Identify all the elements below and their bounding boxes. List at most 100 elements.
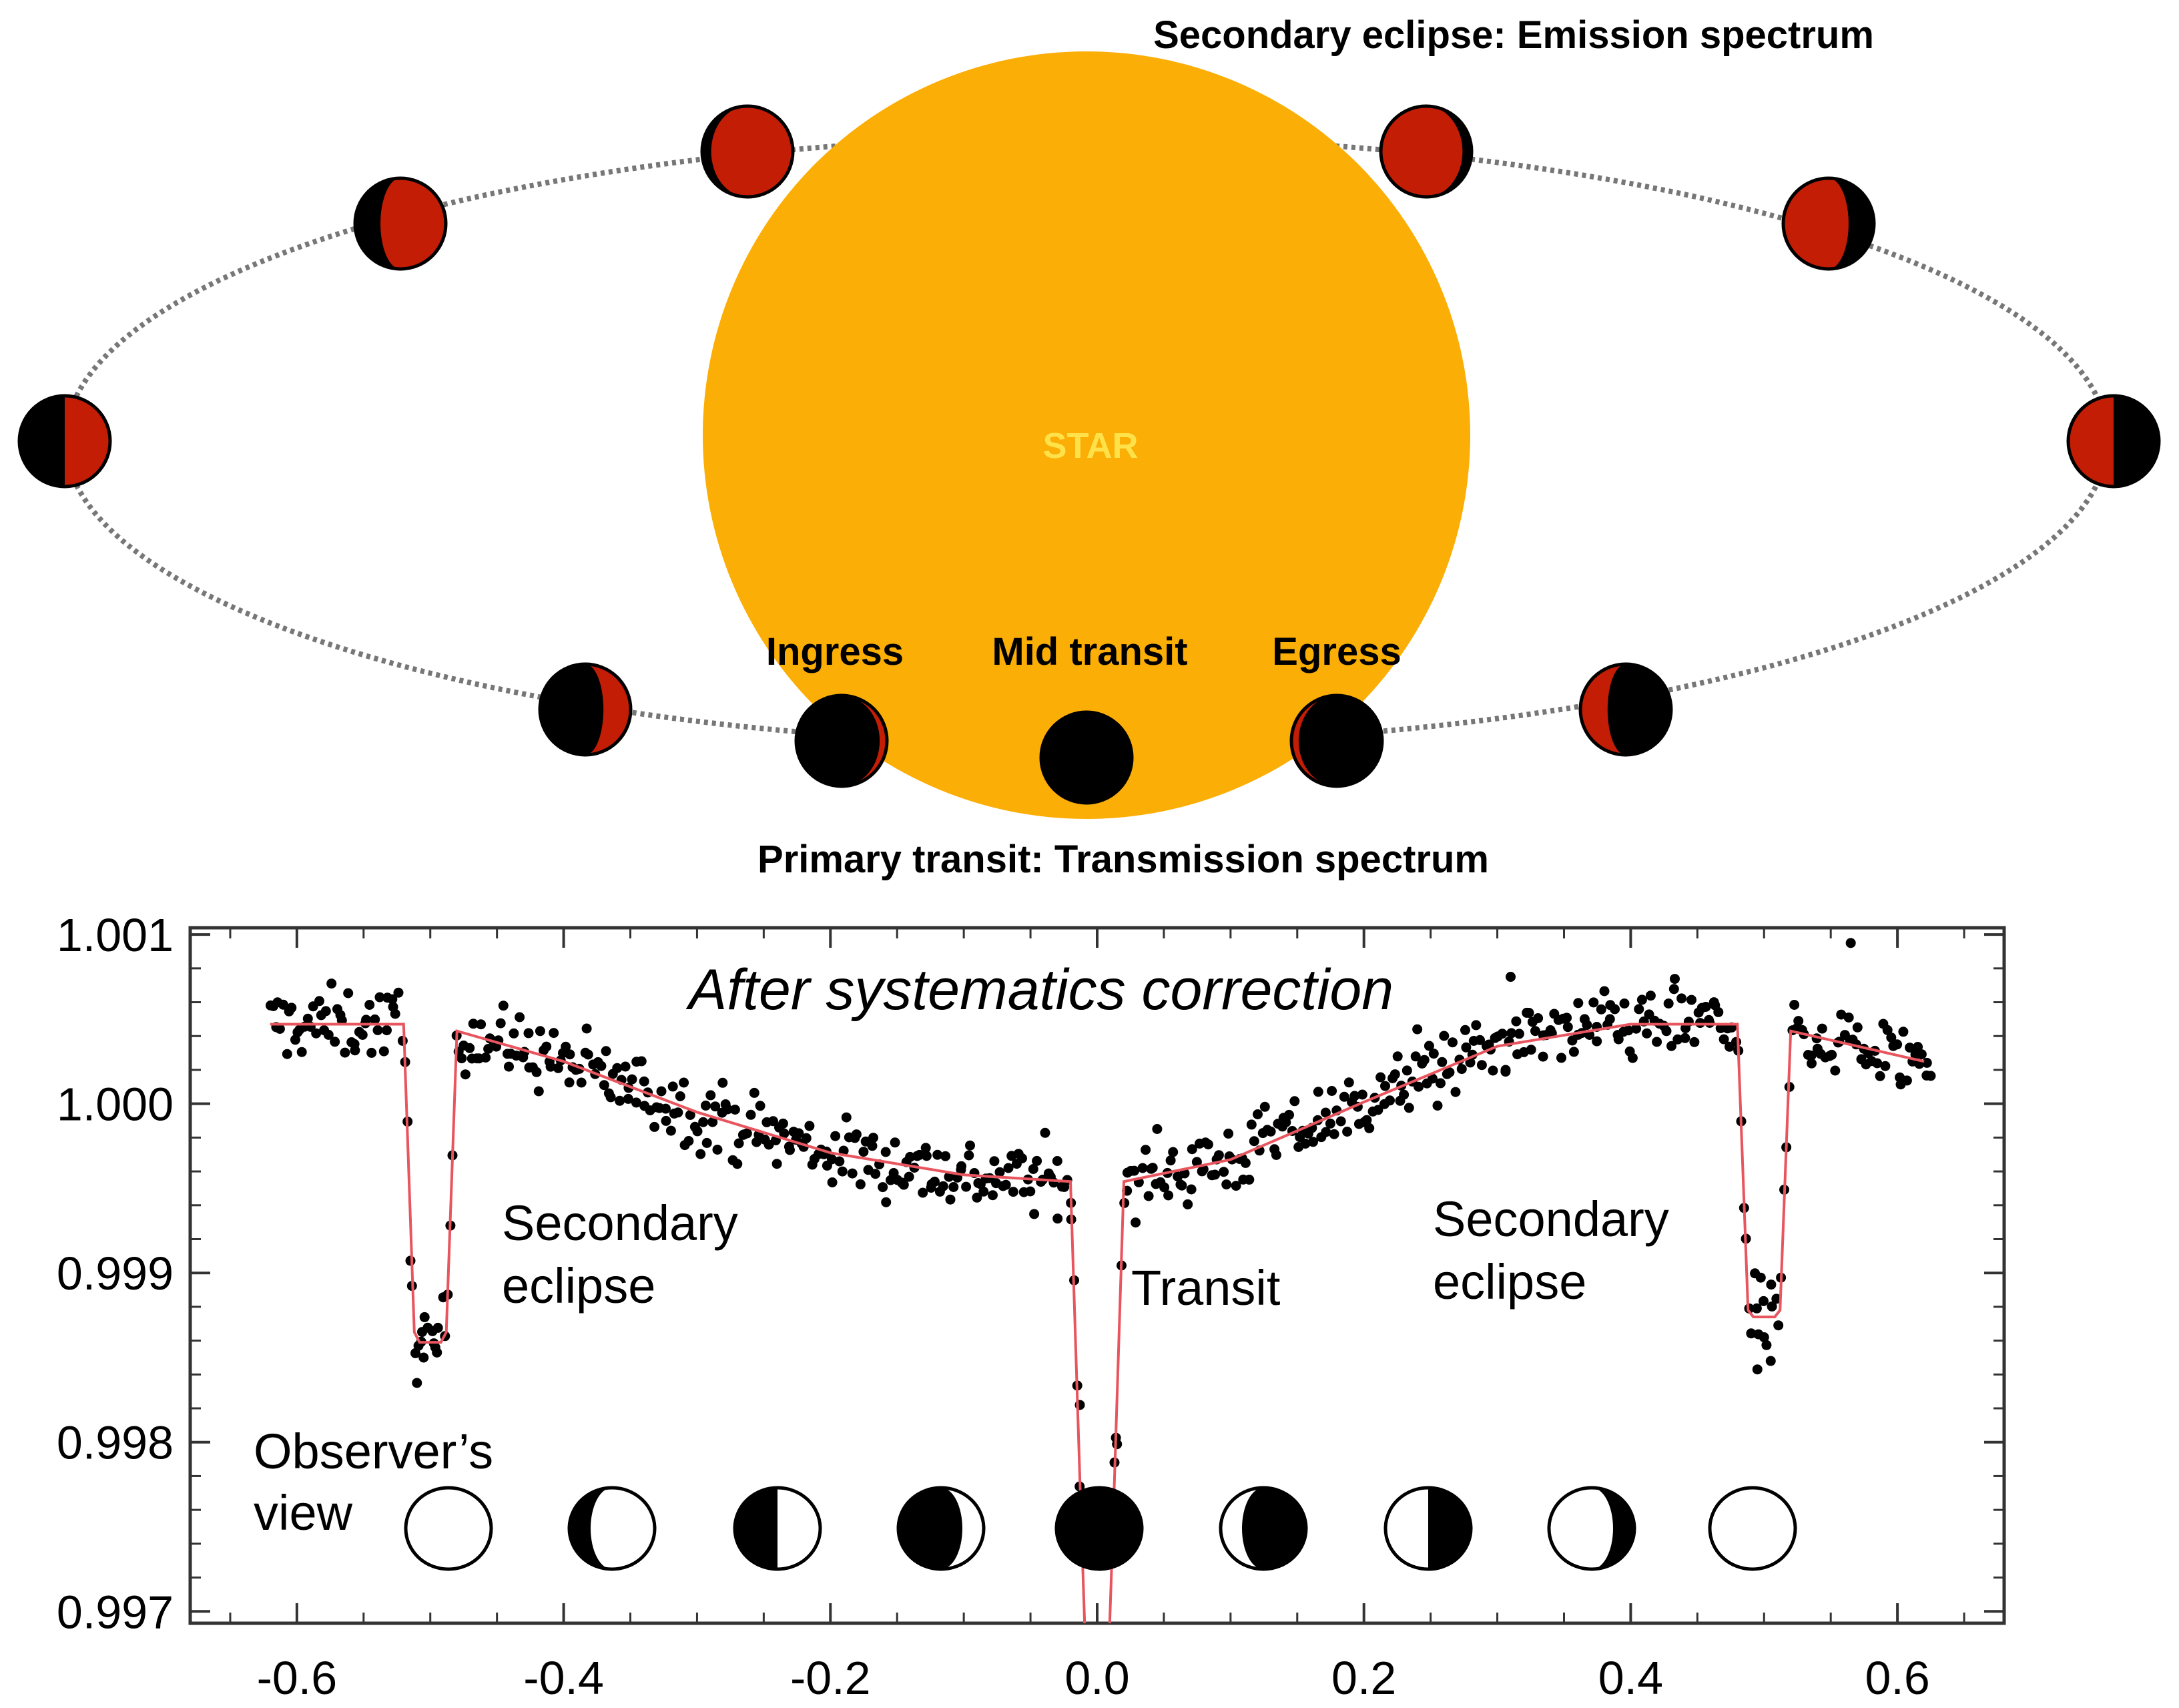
data-point bbox=[637, 1057, 647, 1067]
data-point bbox=[350, 1045, 360, 1055]
data-point bbox=[297, 1047, 307, 1057]
data-point bbox=[1052, 1213, 1062, 1223]
annotation-observer-2: view bbox=[254, 1485, 353, 1540]
data-point bbox=[1600, 986, 1610, 997]
data-point bbox=[496, 1019, 506, 1029]
data-point bbox=[1488, 1066, 1498, 1076]
data-point bbox=[890, 1137, 900, 1147]
data-point bbox=[1241, 1158, 1251, 1168]
data-point bbox=[535, 1026, 545, 1036]
data-point bbox=[390, 1009, 400, 1019]
data-point bbox=[1670, 974, 1680, 984]
x-tick-label: -0.6 bbox=[257, 1652, 338, 1704]
data-point bbox=[1025, 1187, 1035, 1197]
data-point bbox=[1008, 1187, 1018, 1197]
observer-view-phase-icon bbox=[1710, 1488, 1795, 1569]
y-tick-label: 0.999 bbox=[57, 1247, 174, 1300]
data-point bbox=[1001, 1180, 1011, 1190]
x-tick-label: 0.6 bbox=[1865, 1652, 1929, 1704]
data-point bbox=[476, 1019, 486, 1029]
data-point bbox=[1144, 1191, 1154, 1201]
data-point bbox=[1501, 1065, 1511, 1075]
data-point bbox=[961, 1182, 971, 1192]
data-point bbox=[1439, 1031, 1449, 1041]
data-point bbox=[1902, 1075, 1912, 1085]
data-point bbox=[746, 1110, 756, 1120]
data-point bbox=[1646, 990, 1656, 1001]
data-point bbox=[621, 1062, 631, 1072]
data-point bbox=[1766, 1279, 1776, 1290]
data-point bbox=[1289, 1096, 1299, 1106]
data-point bbox=[382, 1025, 392, 1035]
data-point bbox=[1460, 1025, 1470, 1035]
data-point bbox=[606, 1092, 616, 1102]
data-point bbox=[433, 1323, 443, 1333]
data-point bbox=[1605, 1014, 1615, 1024]
data-point bbox=[1420, 1055, 1430, 1065]
annotation-secondary-right-2: eclipse bbox=[1433, 1254, 1586, 1310]
data-point bbox=[1412, 1025, 1422, 1035]
data-point bbox=[1652, 1037, 1662, 1047]
data-point bbox=[755, 1101, 765, 1111]
data-point bbox=[358, 1030, 368, 1040]
data-point bbox=[852, 1129, 862, 1139]
data-point bbox=[749, 1088, 759, 1098]
plot-title: After systematics correction bbox=[685, 958, 1393, 1022]
data-point bbox=[858, 1147, 868, 1157]
x-tick-label: 0.2 bbox=[1331, 1652, 1396, 1704]
data-point bbox=[830, 1131, 840, 1141]
observer-view-phases bbox=[406, 1488, 1795, 1569]
orbiting-planet bbox=[796, 695, 887, 786]
data-point bbox=[666, 1126, 676, 1136]
data-point bbox=[1926, 1071, 1936, 1081]
data-point bbox=[1271, 1150, 1281, 1160]
data-point bbox=[922, 1151, 932, 1161]
data-point bbox=[499, 1001, 509, 1011]
data-point bbox=[785, 1145, 795, 1155]
data-point bbox=[1380, 1081, 1390, 1091]
data-point bbox=[1436, 1078, 1446, 1088]
data-point bbox=[1437, 1057, 1447, 1067]
data-point bbox=[1244, 1175, 1254, 1185]
data-point bbox=[1166, 1155, 1176, 1165]
data-point bbox=[1642, 1029, 1652, 1039]
data-point bbox=[1221, 1179, 1231, 1189]
data-point bbox=[1247, 1119, 1257, 1129]
star-label: STAR bbox=[1043, 426, 1139, 466]
data-point bbox=[828, 1177, 838, 1187]
egress-label: Egress bbox=[1272, 630, 1401, 673]
data-point bbox=[930, 1177, 940, 1187]
data-point bbox=[1853, 1023, 1863, 1033]
data-point bbox=[1477, 1060, 1487, 1070]
data-point bbox=[1385, 1095, 1395, 1105]
annotation-transit: Transit bbox=[1131, 1260, 1281, 1316]
data-point bbox=[582, 1024, 592, 1034]
data-point bbox=[549, 1028, 559, 1038]
data-point bbox=[1922, 1058, 1932, 1068]
orbit-diagram: Secondary eclipse: Emission spectrum STA… bbox=[19, 13, 2159, 881]
data-point bbox=[432, 1348, 442, 1358]
data-point bbox=[601, 1046, 611, 1056]
y-tick-label: 1.001 bbox=[57, 909, 174, 961]
data-point bbox=[1756, 1273, 1766, 1283]
secondary-eclipse-heading: Secondary eclipse: Emission spectrum bbox=[1153, 13, 1874, 57]
orbiting-planet bbox=[19, 396, 110, 487]
observer-view-phase-icon bbox=[406, 1488, 491, 1569]
data-point bbox=[412, 1378, 422, 1388]
y-tick-label: 0.998 bbox=[57, 1417, 174, 1469]
observer-view-phase-icon bbox=[735, 1488, 820, 1569]
data-point bbox=[1498, 1029, 1508, 1039]
data-point bbox=[1827, 1050, 1837, 1060]
data-point bbox=[1637, 994, 1647, 1005]
light-curve-plot: -0.6 -0.4 -0.2 0.0 0.2 0.4 0.6 0.997 0.998 0.999 1… bbox=[57, 909, 2004, 1704]
data-point bbox=[464, 1043, 475, 1053]
data-point bbox=[330, 1037, 340, 1047]
data-point bbox=[639, 1077, 649, 1087]
data-point bbox=[1141, 1145, 1151, 1155]
annotation-observer-1: Observer’s bbox=[254, 1424, 493, 1479]
data-point bbox=[1759, 1332, 1769, 1342]
data-point bbox=[456, 1053, 466, 1063]
data-point bbox=[1686, 995, 1696, 1005]
data-point bbox=[1327, 1086, 1337, 1096]
orbiting-planet bbox=[1783, 178, 1874, 269]
